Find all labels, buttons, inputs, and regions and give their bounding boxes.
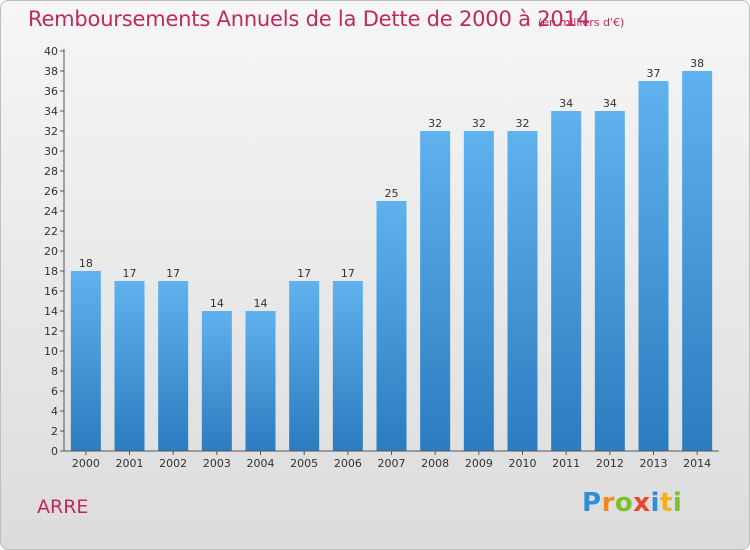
bar-2002 — [158, 281, 189, 451]
y-tick-label: 8 — [51, 365, 58, 378]
y-tick-label: 22 — [44, 225, 58, 238]
chart-title: Remboursements Annuels de la Dette de 20… — [28, 7, 590, 31]
bar-2014 — [682, 71, 713, 451]
logo-letter: P — [582, 488, 602, 518]
x-tick-label-2000: 2000 — [72, 457, 100, 470]
bar-2013 — [638, 81, 669, 451]
bar-2007 — [376, 201, 407, 451]
value-label-2013: 37 — [647, 67, 661, 80]
x-tick-label-2014: 2014 — [683, 457, 711, 470]
value-label-2004: 14 — [254, 297, 268, 310]
x-tick-label-2003: 2003 — [203, 457, 231, 470]
y-tick-label: 34 — [44, 105, 58, 118]
value-label-2005: 17 — [297, 267, 311, 280]
y-tick-label: 16 — [44, 285, 58, 298]
value-label-2014: 38 — [690, 57, 704, 70]
x-tick-label-2006: 2006 — [334, 457, 362, 470]
commune-name: ARRE — [37, 496, 89, 518]
logo-letter: x — [633, 488, 651, 518]
x-tick-label-2010: 2010 — [509, 457, 537, 470]
y-tick-label: 26 — [44, 185, 58, 198]
y-tick-label: 10 — [44, 345, 58, 358]
bar-2008 — [420, 131, 451, 451]
x-tick-label-2013: 2013 — [640, 457, 668, 470]
chart-subtitle: (en milliers d'€) — [538, 16, 625, 29]
value-label-2008: 32 — [428, 117, 442, 130]
x-tick-label-2007: 2007 — [378, 457, 406, 470]
y-tick-label: 4 — [51, 405, 58, 418]
bar-2005 — [289, 281, 320, 451]
bar-2010 — [507, 131, 538, 451]
proxiti-logo: Proxiti — [582, 488, 682, 518]
x-tick-label-2012: 2012 — [596, 457, 624, 470]
x-tick-label-2002: 2002 — [159, 457, 187, 470]
y-tick-label: 2 — [51, 425, 58, 438]
logo-letter: o — [614, 488, 634, 518]
x-tick-label-2001: 2001 — [116, 457, 144, 470]
value-label-2009: 32 — [472, 117, 486, 130]
logo-letter: i — [672, 488, 683, 518]
bar-2001 — [114, 281, 145, 451]
y-tick-label: 38 — [44, 65, 58, 78]
logo-letter: i — [650, 488, 660, 518]
value-label-2007: 25 — [385, 187, 399, 200]
x-tick-label-2008: 2008 — [421, 457, 449, 470]
y-tick-label: 28 — [44, 165, 58, 178]
value-label-2003: 14 — [210, 297, 224, 310]
x-tick-label-2004: 2004 — [247, 457, 275, 470]
y-tick-label: 32 — [44, 125, 58, 138]
y-tick-label: 40 — [44, 45, 58, 58]
logo-letter: t — [659, 488, 673, 518]
logo-letter: r — [601, 488, 615, 518]
bar-2003 — [201, 311, 232, 451]
bar-2009 — [463, 131, 494, 451]
y-tick-label: 6 — [51, 385, 58, 398]
y-tick-label: 18 — [44, 265, 58, 278]
x-tick-label-2009: 2009 — [465, 457, 493, 470]
y-tick-label: 14 — [44, 305, 58, 318]
value-label-2001: 17 — [123, 267, 137, 280]
y-tick-label: 30 — [44, 145, 58, 158]
bar-2011 — [551, 111, 582, 451]
y-tick-label: 24 — [44, 205, 58, 218]
y-tick-label: 36 — [44, 85, 58, 98]
x-tick-label-2005: 2005 — [290, 457, 318, 470]
bar-2000 — [70, 271, 101, 451]
y-tick-label: 0 — [51, 445, 58, 458]
value-label-2000: 18 — [79, 257, 93, 270]
x-tick-label-2011: 2011 — [552, 457, 580, 470]
value-label-2002: 17 — [166, 267, 180, 280]
bar-2004 — [245, 311, 276, 451]
value-label-2011: 34 — [559, 97, 573, 110]
value-label-2012: 34 — [603, 97, 617, 110]
value-label-2006: 17 — [341, 267, 355, 280]
bar-2012 — [594, 111, 625, 451]
bar-2006 — [332, 281, 363, 451]
y-tick-label: 20 — [44, 245, 58, 258]
value-label-2010: 32 — [516, 117, 530, 130]
y-tick-label: 12 — [44, 325, 58, 338]
